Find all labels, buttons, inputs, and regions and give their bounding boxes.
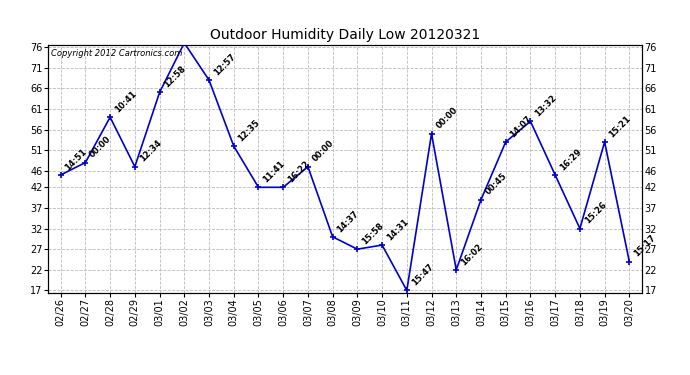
Text: 13:32: 13:32	[533, 93, 558, 118]
Text: 12:35: 12:35	[237, 118, 262, 143]
Text: 12:58: 12:58	[162, 64, 188, 90]
Text: 15:58: 15:58	[360, 221, 386, 246]
Text: 16:02: 16:02	[459, 242, 484, 267]
Text: 12:57: 12:57	[212, 52, 237, 77]
Text: 14:51: 14:51	[63, 147, 89, 172]
Text: 15:17: 15:17	[632, 234, 658, 259]
Text: 12:34: 12:34	[137, 139, 163, 164]
Text: 16:29: 16:29	[558, 147, 583, 172]
Text: 14:37: 14:37	[335, 209, 361, 234]
Text: 00:00: 00:00	[88, 135, 113, 160]
Text: 15:21: 15:21	[607, 114, 633, 139]
Text: 00:45: 00:45	[484, 172, 509, 197]
Text: 15:26: 15:26	[582, 200, 608, 226]
Text: 00:00: 00:00	[434, 106, 460, 131]
Text: 16:22: 16:22	[286, 159, 311, 184]
Text: 15:47: 15:47	[410, 262, 435, 288]
Text: 14:07: 14:07	[509, 114, 533, 139]
Title: Outdoor Humidity Daily Low 20120321: Outdoor Humidity Daily Low 20120321	[210, 28, 480, 42]
Text: 00:00: 00:00	[310, 139, 336, 164]
Text: 10:41: 10:41	[113, 89, 138, 114]
Text: 11:41: 11:41	[262, 159, 286, 184]
Text: Copyright 2012 Cartronics.com: Copyright 2012 Cartronics.com	[51, 49, 183, 58]
Text: 14:31: 14:31	[385, 217, 410, 242]
Text: 00:11: 00:11	[0, 374, 1, 375]
